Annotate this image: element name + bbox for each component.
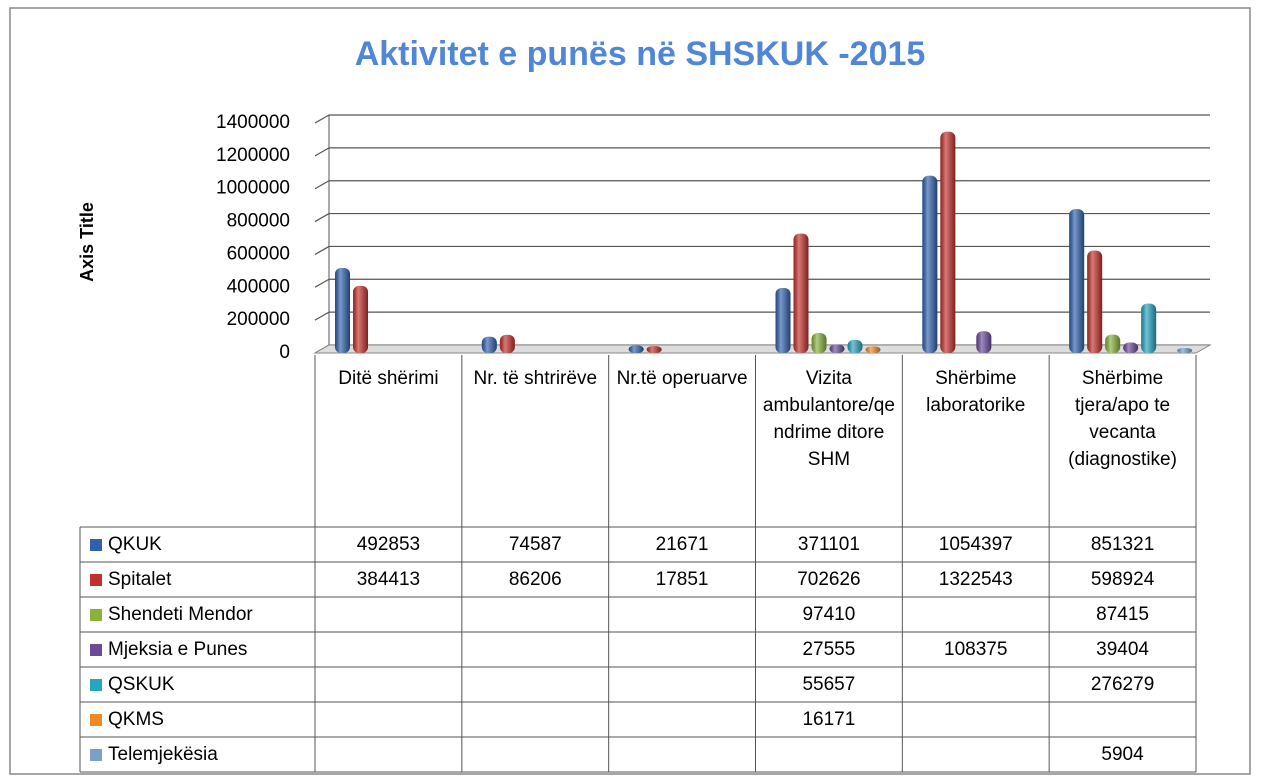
bar: [335, 268, 350, 353]
bar: [1105, 334, 1121, 353]
table-value: 492853: [356, 534, 421, 555]
bar: [922, 175, 938, 353]
y-axis-title: Axis Title: [77, 202, 97, 282]
bar: [793, 233, 809, 353]
table-value: 108375: [944, 639, 1008, 660]
chart-border: [9, 7, 1251, 775]
table-value: 17851: [655, 569, 709, 590]
table-value: 598924: [1090, 569, 1155, 590]
grid-line: [314, 180, 330, 190]
y-tick-label: 600000: [227, 243, 290, 264]
y-tick-label: 1400000: [216, 112, 290, 133]
legend-label: QSKUK: [80, 667, 315, 702]
bar: [976, 331, 992, 353]
legend-key: [90, 643, 102, 656]
legend-label: Mjeksia e Punes: [80, 632, 315, 667]
legend-label: Spitalet: [80, 562, 315, 597]
x-tick-label: Nr. të shtrirëve: [473, 368, 598, 389]
table-value: 1322543: [938, 569, 1013, 590]
table-value: 86206: [508, 569, 562, 590]
legend-label: Shendeti Mendor: [80, 597, 315, 632]
bar: [940, 131, 956, 353]
bar: [628, 345, 644, 353]
bar: [646, 346, 662, 353]
legend-key: [90, 573, 102, 586]
y-tick-label: 400000: [227, 276, 290, 297]
legend-key: [90, 678, 102, 691]
table-value: 851321: [1090, 534, 1155, 555]
y-tick-label: 800000: [227, 211, 290, 232]
grid-line: [314, 278, 330, 288]
table-value: 702626: [797, 569, 861, 590]
grid-line: [314, 213, 330, 223]
table-value: 1054397: [938, 534, 1013, 555]
y-tick-label: 200000: [227, 309, 290, 330]
table-value: 16171: [802, 709, 856, 730]
bar: [1141, 303, 1157, 353]
x-tick-label: Shërbime tjera/apo te vecanta (diagnosti…: [1068, 368, 1177, 470]
x-tick-label: Ditë shërimi: [338, 368, 439, 389]
grid-line: [314, 114, 330, 124]
legend-key: [90, 748, 102, 761]
table-value: 55657: [802, 674, 856, 695]
x-tick-label: Nr.të operuarve: [616, 368, 748, 389]
table-value: 371101: [797, 534, 860, 555]
bar: [353, 285, 368, 353]
grid-line: [314, 311, 330, 321]
table-value: 384413: [356, 569, 421, 590]
chart-title: Aktivitet e punës në SHSKUK -2015: [355, 35, 926, 73]
legend-label: Telemjekësia: [80, 737, 315, 772]
table-value: 87415: [1096, 604, 1149, 625]
table-value: 39404: [1096, 639, 1149, 660]
y-tick-label: 1000000: [216, 178, 290, 199]
table-value: 21671: [655, 534, 709, 555]
bar: [1069, 209, 1085, 353]
table-value: 27555: [802, 639, 856, 660]
legend-label: QKMS: [80, 702, 315, 737]
bar: [1177, 348, 1193, 353]
bar: [811, 332, 827, 353]
bar: [499, 334, 515, 353]
legend-key: [90, 713, 102, 726]
x-tick-label: Vizita ambulantore/qendrime ditore SHM: [762, 368, 895, 470]
legend-key: [90, 538, 102, 551]
y-tick-label: 1200000: [216, 145, 290, 166]
grid-line: [314, 245, 330, 255]
bar: [865, 346, 881, 353]
table-value: 97410: [802, 604, 856, 625]
bar: [829, 344, 845, 353]
table-value: 5904: [1101, 744, 1144, 765]
bar: [775, 288, 791, 353]
bar: [847, 339, 863, 353]
legend-key: [90, 608, 102, 621]
legend-label: QKUK: [80, 527, 315, 562]
bar: [481, 336, 497, 353]
table-value: 276279: [1090, 674, 1155, 695]
grid-line: [314, 147, 330, 157]
y-tick-label: 0: [279, 342, 290, 363]
bar: [1087, 250, 1103, 353]
table-value: 74587: [508, 534, 562, 555]
bar: [1123, 342, 1139, 353]
x-tick-label: Shërbime laboratorike: [926, 368, 1026, 416]
